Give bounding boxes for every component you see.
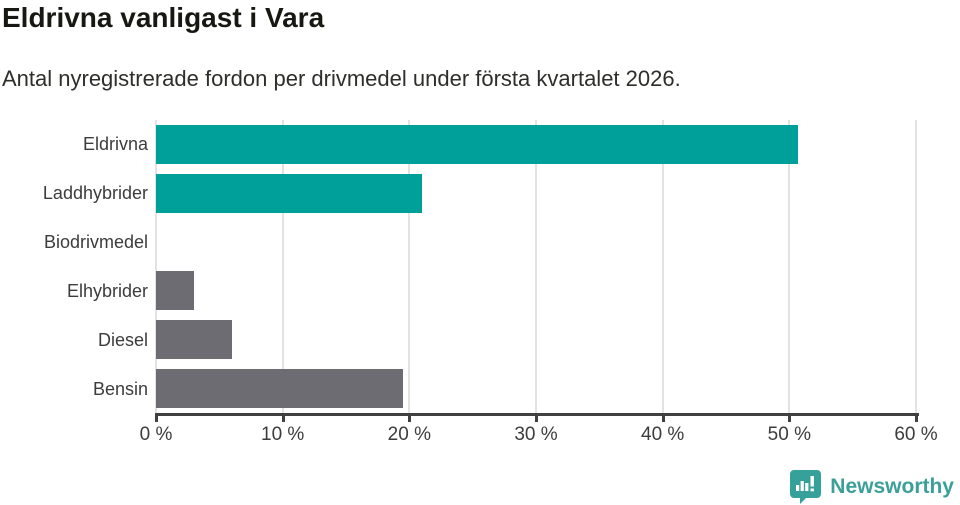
category-label: Biodrivmedel bbox=[43, 232, 148, 253]
category-label: Elhybrider bbox=[66, 280, 148, 301]
axis-tick-label: 40 % bbox=[641, 424, 685, 445]
bar-bensin bbox=[156, 369, 403, 409]
gridline bbox=[408, 120, 411, 413]
bar-elhybrider bbox=[156, 271, 194, 311]
plot-area bbox=[155, 120, 918, 413]
newsworthy-logo: Newsworthy bbox=[789, 469, 954, 504]
category-label: Eldrivna bbox=[82, 134, 148, 155]
axis-tick-label: 30 % bbox=[514, 424, 558, 445]
bar-laddhybrider bbox=[156, 173, 422, 213]
gridline bbox=[281, 120, 284, 413]
axis-tick bbox=[915, 413, 918, 422]
axis-tick-label: 50 % bbox=[767, 424, 811, 445]
bar-row bbox=[156, 120, 918, 169]
axis-tick bbox=[408, 413, 412, 422]
bar-row bbox=[156, 364, 918, 413]
bar-row bbox=[156, 169, 918, 218]
newsworthy-icon bbox=[790, 470, 822, 504]
category-label: Bensin bbox=[92, 378, 148, 399]
axis-tick bbox=[535, 413, 538, 422]
axis-tick bbox=[661, 413, 665, 422]
bar-row bbox=[156, 218, 918, 267]
axis-tick-label: 20 % bbox=[387, 424, 431, 445]
category-label: Diesel bbox=[97, 329, 148, 350]
bar-row bbox=[156, 267, 918, 316]
newsworthy-wordmark: Newsworthy bbox=[830, 474, 954, 498]
axis-tick bbox=[788, 413, 792, 422]
bar-row bbox=[156, 315, 918, 364]
axis-tick-label: 60 % bbox=[894, 424, 938, 445]
axis-tick bbox=[281, 413, 285, 422]
gridline bbox=[155, 120, 157, 413]
axis-tick-label: 0 % bbox=[139, 424, 173, 445]
axis-tick-label: 10 % bbox=[261, 424, 305, 445]
bar-diesel bbox=[156, 320, 232, 360]
chart-title: Eldrivna vanligast i Vara bbox=[2, 2, 325, 33]
bar-eldrivna bbox=[156, 124, 799, 164]
chart-subtitle: Antal nyregistrerade fordon per drivmede… bbox=[2, 66, 681, 91]
axis-tick bbox=[155, 413, 158, 422]
category-label: Laddhybrider bbox=[42, 183, 148, 204]
gridline bbox=[915, 120, 917, 413]
gridline bbox=[788, 120, 791, 413]
gridline bbox=[535, 120, 537, 413]
gridline bbox=[661, 120, 664, 413]
